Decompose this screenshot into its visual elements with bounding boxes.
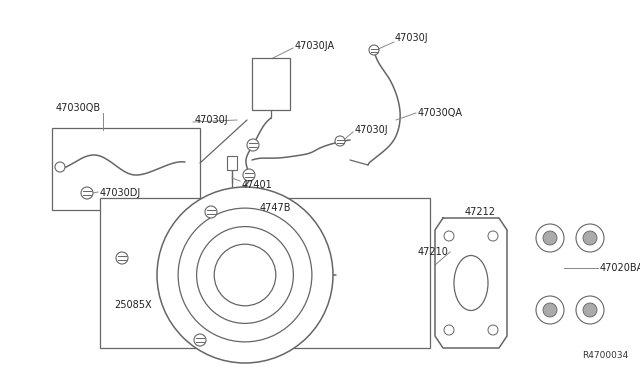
Ellipse shape [454, 256, 488, 311]
Text: 47030QA: 47030QA [418, 108, 463, 118]
Text: 47401: 47401 [242, 180, 273, 190]
Bar [52, 128, 200, 210]
Text: 47030J: 47030J [395, 33, 429, 43]
Text: 47030J: 47030J [195, 115, 228, 125]
Circle shape [536, 296, 564, 324]
Circle shape [369, 45, 379, 55]
Circle shape [157, 187, 333, 363]
Text: 47030QB: 47030QB [56, 103, 101, 113]
Circle shape [116, 252, 128, 264]
Bar [227, 156, 237, 170]
Circle shape [247, 139, 259, 151]
Circle shape [576, 296, 604, 324]
Text: 47210: 47210 [418, 247, 449, 257]
Circle shape [194, 334, 206, 346]
Circle shape [214, 244, 276, 306]
Circle shape [583, 303, 597, 317]
Circle shape [243, 169, 255, 181]
Text: R4700034: R4700034 [582, 351, 628, 360]
Circle shape [196, 227, 293, 323]
Text: 47212: 47212 [465, 207, 496, 217]
Circle shape [178, 208, 312, 342]
Text: 25085X: 25085X [114, 300, 152, 310]
Circle shape [444, 325, 454, 335]
Text: 47020BA: 47020BA [600, 263, 640, 273]
Text: 47030DJ: 47030DJ [100, 188, 141, 198]
Circle shape [488, 231, 498, 241]
Circle shape [576, 224, 604, 252]
Circle shape [444, 231, 454, 241]
Circle shape [488, 325, 498, 335]
Circle shape [205, 206, 217, 218]
Circle shape [543, 231, 557, 245]
Polygon shape [435, 218, 507, 348]
Circle shape [81, 187, 93, 199]
Circle shape [583, 231, 597, 245]
Text: 47030J: 47030J [355, 125, 388, 135]
Circle shape [543, 303, 557, 317]
Circle shape [55, 162, 65, 172]
Bar [100, 198, 430, 348]
Text: 47030JA: 47030JA [295, 41, 335, 51]
Circle shape [536, 224, 564, 252]
Text: 4747B: 4747B [260, 203, 291, 213]
Circle shape [335, 136, 345, 146]
Bar [252, 58, 290, 110]
